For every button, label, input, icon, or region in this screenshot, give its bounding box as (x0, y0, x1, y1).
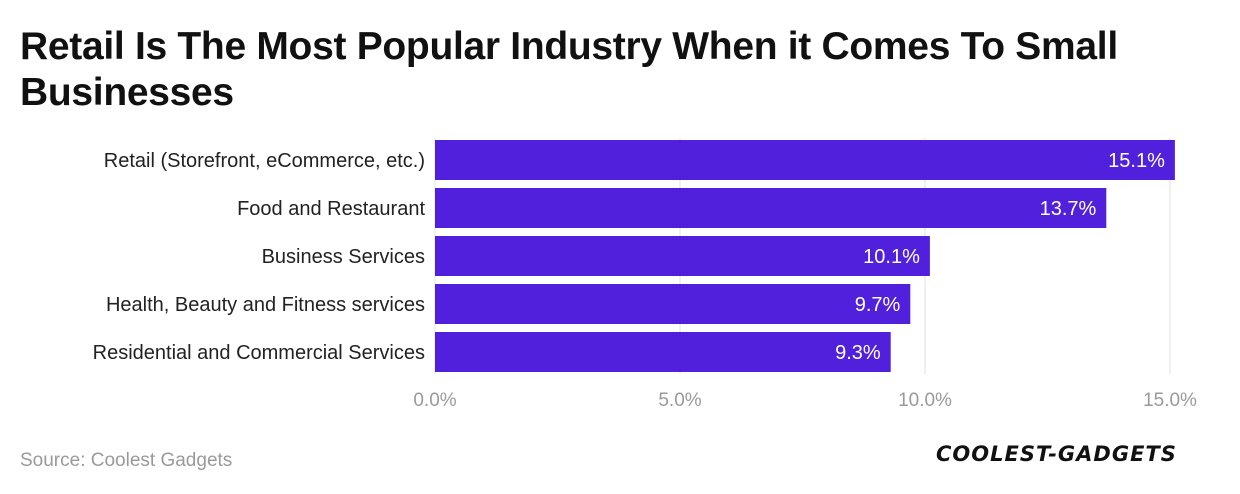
data-label: 9.3% (835, 342, 881, 364)
x-tick-label: 5.0% (658, 390, 701, 411)
brand-logo: COOLEST-GADGETS (936, 442, 1177, 466)
bar (435, 284, 911, 324)
chart-title: Retail Is The Most Popular Industry When… (20, 25, 1118, 114)
labels: 0.0% 5.0% 10.0% 15.0% Retail (Storefront, eC… (93, 150, 1197, 411)
bars (435, 140, 1175, 372)
data-label: 13.7% (1040, 198, 1097, 220)
x-tick-label: 15.0% (1143, 390, 1197, 411)
data-label: 9.7% (855, 294, 901, 316)
category-label: Residential and Commercial Services (93, 342, 425, 364)
data-label: 15.1% (1108, 150, 1165, 172)
source-note: Source: Coolest Gadgets (20, 450, 233, 471)
bar (435, 332, 891, 372)
bar-chart: 0.0% 5.0% 10.0% 15.0% Retail (Storefront, eC… (93, 138, 1197, 411)
x-tick-label: 0.0% (413, 390, 456, 411)
bar (435, 188, 1107, 228)
bar (435, 140, 1175, 180)
category-label: Business Services (262, 246, 425, 268)
data-label: 10.1% (863, 246, 920, 268)
bar (435, 236, 930, 276)
category-label: Food and Restaurant (237, 198, 425, 220)
category-label: Health, Beauty and Fitness services (106, 294, 425, 316)
x-tick-label: 10.0% (898, 390, 952, 411)
category-label: Retail (Storefront, eCommerce, etc.) (104, 150, 425, 172)
